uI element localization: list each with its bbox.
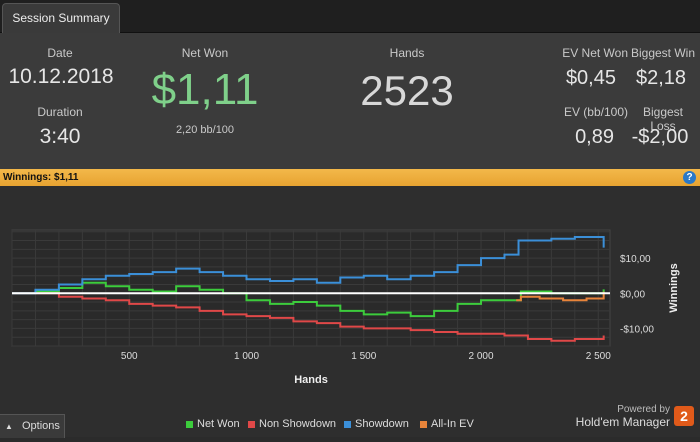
series-line-non-showdown [12, 292, 605, 342]
legend-swatch [420, 420, 427, 428]
winnings-value: $1,11 [54, 172, 79, 183]
caret-up-icon: ▲ [5, 422, 13, 431]
legend-swatch [344, 420, 351, 428]
tab-session-summary[interactable]: Session Summary [2, 3, 120, 33]
top-tab-strip: Session Summary [0, 0, 700, 33]
y-tick-label: $10,00 [620, 254, 651, 265]
x-tick-label: 2 500 [586, 351, 611, 362]
winnings-bar-text: Winnings: $1,11 [3, 169, 79, 186]
legend-all-in-ev: All-In EV [420, 418, 474, 430]
ev-net-won-value: $0,45 [565, 67, 616, 89]
date-value: 10.12.2018 [8, 65, 114, 88]
x-tick-label: 500 [121, 351, 138, 362]
x-tick-label: 2 000 [469, 351, 494, 362]
series-line-showdown [12, 236, 605, 295]
y-tick-label: -$10,00 [620, 324, 654, 335]
series-line-all-in-ev [516, 291, 605, 302]
y-tick-label: $0,00 [620, 289, 645, 300]
hm2-logo-icon: 2 [674, 406, 694, 426]
legend-net-won: Net Won [186, 418, 240, 430]
legend-label: Net Won [197, 418, 240, 430]
legend-swatch [248, 420, 255, 428]
date-label: Date [47, 46, 73, 60]
legend-non-showdown: Non Showdown [248, 418, 336, 430]
legend-label: Non Showdown [259, 418, 337, 430]
bb100-value: 2,20 bb/100 [175, 124, 235, 136]
series-line-net-won [12, 281, 605, 318]
hands-label: Hands [389, 46, 425, 60]
winnings-label: Winnings: [3, 172, 52, 183]
help-icon[interactable]: ? [683, 171, 696, 184]
legend-label: Showdown [355, 418, 409, 430]
winnings-chart: 500 1 000 1 500 2 000 2 500 $10,00 $0,00 -$10,0… [11, 229, 680, 386]
options-button[interactable]: ▲ Options [0, 414, 65, 438]
hands-value: 2523 [360, 67, 454, 114]
biggest-win-label: Biggest Win [630, 46, 696, 60]
ev-bb100-value: 0,89 [575, 126, 614, 148]
legend-showdown: Showdown [344, 418, 409, 430]
chart-area: 500 1 000 1 500 2 000 2 500 $10,00 $0,00 -$10,0… [0, 186, 700, 437]
ev-bb100-label: EV (bb/100) [563, 105, 628, 119]
ev-net-won-label: EV Net Won [562, 46, 628, 60]
duration-value: 3:40 [39, 125, 81, 148]
legend-swatch [186, 420, 193, 428]
winnings-bar: Winnings: $1,11 ? [0, 169, 700, 186]
biggest-win-value: $2,18 [635, 67, 687, 89]
y-axis-label: Winnings [668, 263, 680, 312]
options-label: Options [21, 420, 60, 432]
biggest-loss-label: Biggest Loss [642, 105, 684, 133]
branding: Powered by Hold'em Manager [576, 404, 670, 428]
x-tick-label: 1 500 [351, 351, 376, 362]
netwon-label: Net Won [181, 46, 229, 60]
summary-panel: Date 10.12.2018 Duration 3:40 Net Won $1… [0, 33, 700, 169]
netwon-value: $1,11 [151, 65, 259, 114]
legend-label: All-In EV [431, 418, 474, 430]
product-name: Hold'em Manager [575, 415, 670, 429]
x-axis-label: Hands [294, 374, 328, 386]
powered-by-text: Powered by [617, 404, 670, 415]
biggest-loss-value: -$2,00 [631, 126, 689, 148]
x-tick-label: 1 000 [234, 351, 259, 362]
duration-label: Duration [37, 105, 83, 119]
